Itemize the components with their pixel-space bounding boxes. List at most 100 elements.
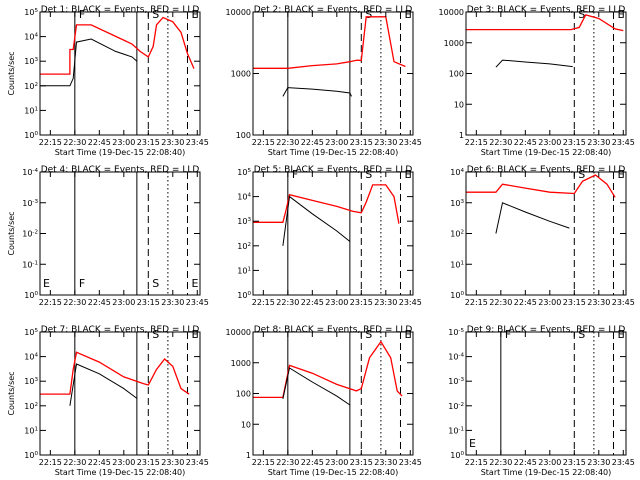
panel-title: Det 4: BLACK = Events, RED = LLD	[41, 165, 200, 175]
y-tick-label: 10-1	[22, 260, 38, 269]
lld-series-line	[253, 184, 400, 224]
event-marker-label: E	[404, 8, 411, 21]
events-series-line	[282, 195, 351, 246]
x-tick-label: 22:45	[514, 138, 537, 147]
plot-frame	[252, 11, 414, 136]
y-tick-label: 104	[237, 193, 251, 202]
x-tick-label: 23:15	[137, 458, 160, 467]
plot-frame	[252, 171, 414, 296]
x-tick-label: 22:45	[514, 298, 537, 307]
lld-series-line	[253, 16, 406, 69]
events-series-line	[282, 87, 352, 97]
y-tick-label: 10000	[439, 8, 464, 17]
x-tick-label: 23:30	[161, 138, 184, 147]
detector-panel-2: S E 22:15 22:30 22:45 23:00 23:15 23:30 23:45 100…	[226, 5, 422, 157]
event-marker-label: S	[365, 328, 372, 341]
x-tick-label: 23:00	[112, 298, 135, 307]
x-tick-label: 22:15	[465, 298, 488, 307]
y-axis-label: Counts/sec	[7, 211, 16, 255]
lld-series-line	[40, 16, 195, 75]
x-tick-label: 22:15	[252, 458, 275, 467]
y-tick-label: 104	[24, 33, 38, 42]
panel-title: Det 3: BLACK = Events, RED = LLD	[467, 5, 626, 15]
event-marker-label: E	[191, 8, 198, 21]
x-tick-label: 23:45	[186, 138, 209, 147]
panel-title: Det 9: BLACK = Events, RED = LLD	[467, 325, 626, 335]
x-tick-label: 22:30	[489, 458, 512, 467]
x-axis-label: Start Time (19-Dec-15 22:08:40)	[55, 468, 186, 477]
y-tick-label: 1000	[231, 70, 251, 79]
x-tick-label: 23:15	[137, 138, 160, 147]
detector-panel-4: F S E E 22:15 22:30 22:45 23:00 23:15 23:30 23:45 1…	[7, 165, 209, 307]
x-tick-label: 22:45	[301, 458, 324, 467]
y-tick-label: 102	[24, 402, 38, 411]
y-tick-label: 100	[450, 451, 464, 460]
x-tick-label: 23:00	[112, 458, 135, 467]
y-tick-label: 10-3	[22, 199, 38, 208]
x-tick-label: 23:45	[399, 298, 422, 307]
plot-frame	[465, 331, 627, 456]
x-tick-label: 22:30	[276, 298, 299, 307]
x-tick-label: 23:00	[538, 138, 561, 147]
x-tick-label: 22:30	[489, 298, 512, 307]
plot-frame	[465, 171, 627, 296]
event-marker-label: E	[191, 328, 198, 341]
event-marker-label: E	[404, 328, 411, 341]
panel-title: Det 1: BLACK = Events, RED = LLD	[41, 5, 200, 15]
x-tick-label: 22:30	[63, 138, 86, 147]
y-tick-label: 10000	[226, 328, 251, 337]
event-marker-label: S	[365, 168, 372, 181]
x-tick-label: 23:30	[161, 298, 184, 307]
y-tick-label: 10-5	[448, 328, 464, 337]
y-tick-label: 1000	[444, 39, 464, 48]
x-tick-label: 23:45	[186, 298, 209, 307]
x-tick-label: 22:15	[465, 138, 488, 147]
y-tick-label: 1	[246, 451, 251, 460]
y-tick-label: 10-1	[448, 426, 464, 435]
y-tick-label: 100	[24, 291, 38, 300]
y-tick-label: 100	[24, 451, 38, 460]
plot-frame	[465, 11, 627, 136]
event-marker-label: F	[79, 8, 85, 21]
y-tick-label: 100	[450, 291, 464, 300]
panel-title: Det 8: BLACK = Events, RED = LLD	[254, 325, 413, 335]
y-tick-label: 103	[24, 57, 38, 66]
x-tick-label: 23:30	[587, 138, 610, 147]
y-tick-label: 100	[236, 390, 251, 399]
x-tick-label: 22:30	[276, 138, 299, 147]
x-tick-label: 23:00	[112, 138, 135, 147]
y-tick-label: 104	[24, 353, 38, 362]
x-axis-label: Start Time (19-Dec-15 22:08:40)	[481, 148, 612, 157]
x-axis-label: Start Time (19-Dec-15 22:08:40)	[55, 148, 186, 157]
event-marker-label: F	[505, 328, 511, 341]
x-tick-label: 23:45	[612, 298, 635, 307]
x-tick-label: 23:00	[538, 298, 561, 307]
event-marker-label: S	[578, 328, 585, 341]
y-tick-label: 100	[236, 131, 251, 140]
y-tick-label: 103	[237, 217, 251, 226]
x-tick-label: 22:45	[88, 458, 111, 467]
detector-panel-3: S E 22:15 22:30 22:45 23:00 23:15 23:30 23:45 1 10…	[439, 5, 635, 157]
y-tick-label: 10	[454, 100, 464, 109]
y-axis-label: Counts/sec	[7, 51, 16, 95]
x-tick-label: 23:15	[350, 138, 373, 147]
lld-series-line	[466, 174, 616, 198]
x-tick-label: 23:30	[374, 298, 397, 307]
panel-title: Det 6: BLACK = Events, RED = LLD	[467, 165, 626, 175]
detector-panel-5: F S E 22:15 22:30 22:45 23:00 23:15 23:30 23:45 10…	[237, 165, 422, 307]
y-tick-label: 10-4	[22, 168, 38, 177]
x-tick-label: 23:15	[563, 138, 586, 147]
y-tick-label: 100	[237, 291, 251, 300]
x-tick-label: 23:45	[612, 138, 635, 147]
y-axis-label: Counts/sec	[7, 371, 16, 415]
x-tick-label: 23:30	[587, 458, 610, 467]
x-axis-label: Start Time (19-Dec-15 22:08:40)	[268, 468, 399, 477]
panel-title: Det 5: BLACK = Events, RED = LLD	[254, 165, 413, 175]
detector-panel-6: S E 22:15 22:30 22:45 23:00 23:15 23:30 23:45 100…	[450, 165, 635, 307]
x-tick-label: 23:45	[399, 458, 422, 467]
x-tick-label: 22:15	[465, 458, 488, 467]
panel-title: Det 2: BLACK = Events, RED = LLD	[254, 5, 413, 15]
event-marker-label: F	[79, 277, 85, 290]
event-marker-label: E	[617, 8, 624, 21]
corner-label: E	[43, 277, 50, 290]
